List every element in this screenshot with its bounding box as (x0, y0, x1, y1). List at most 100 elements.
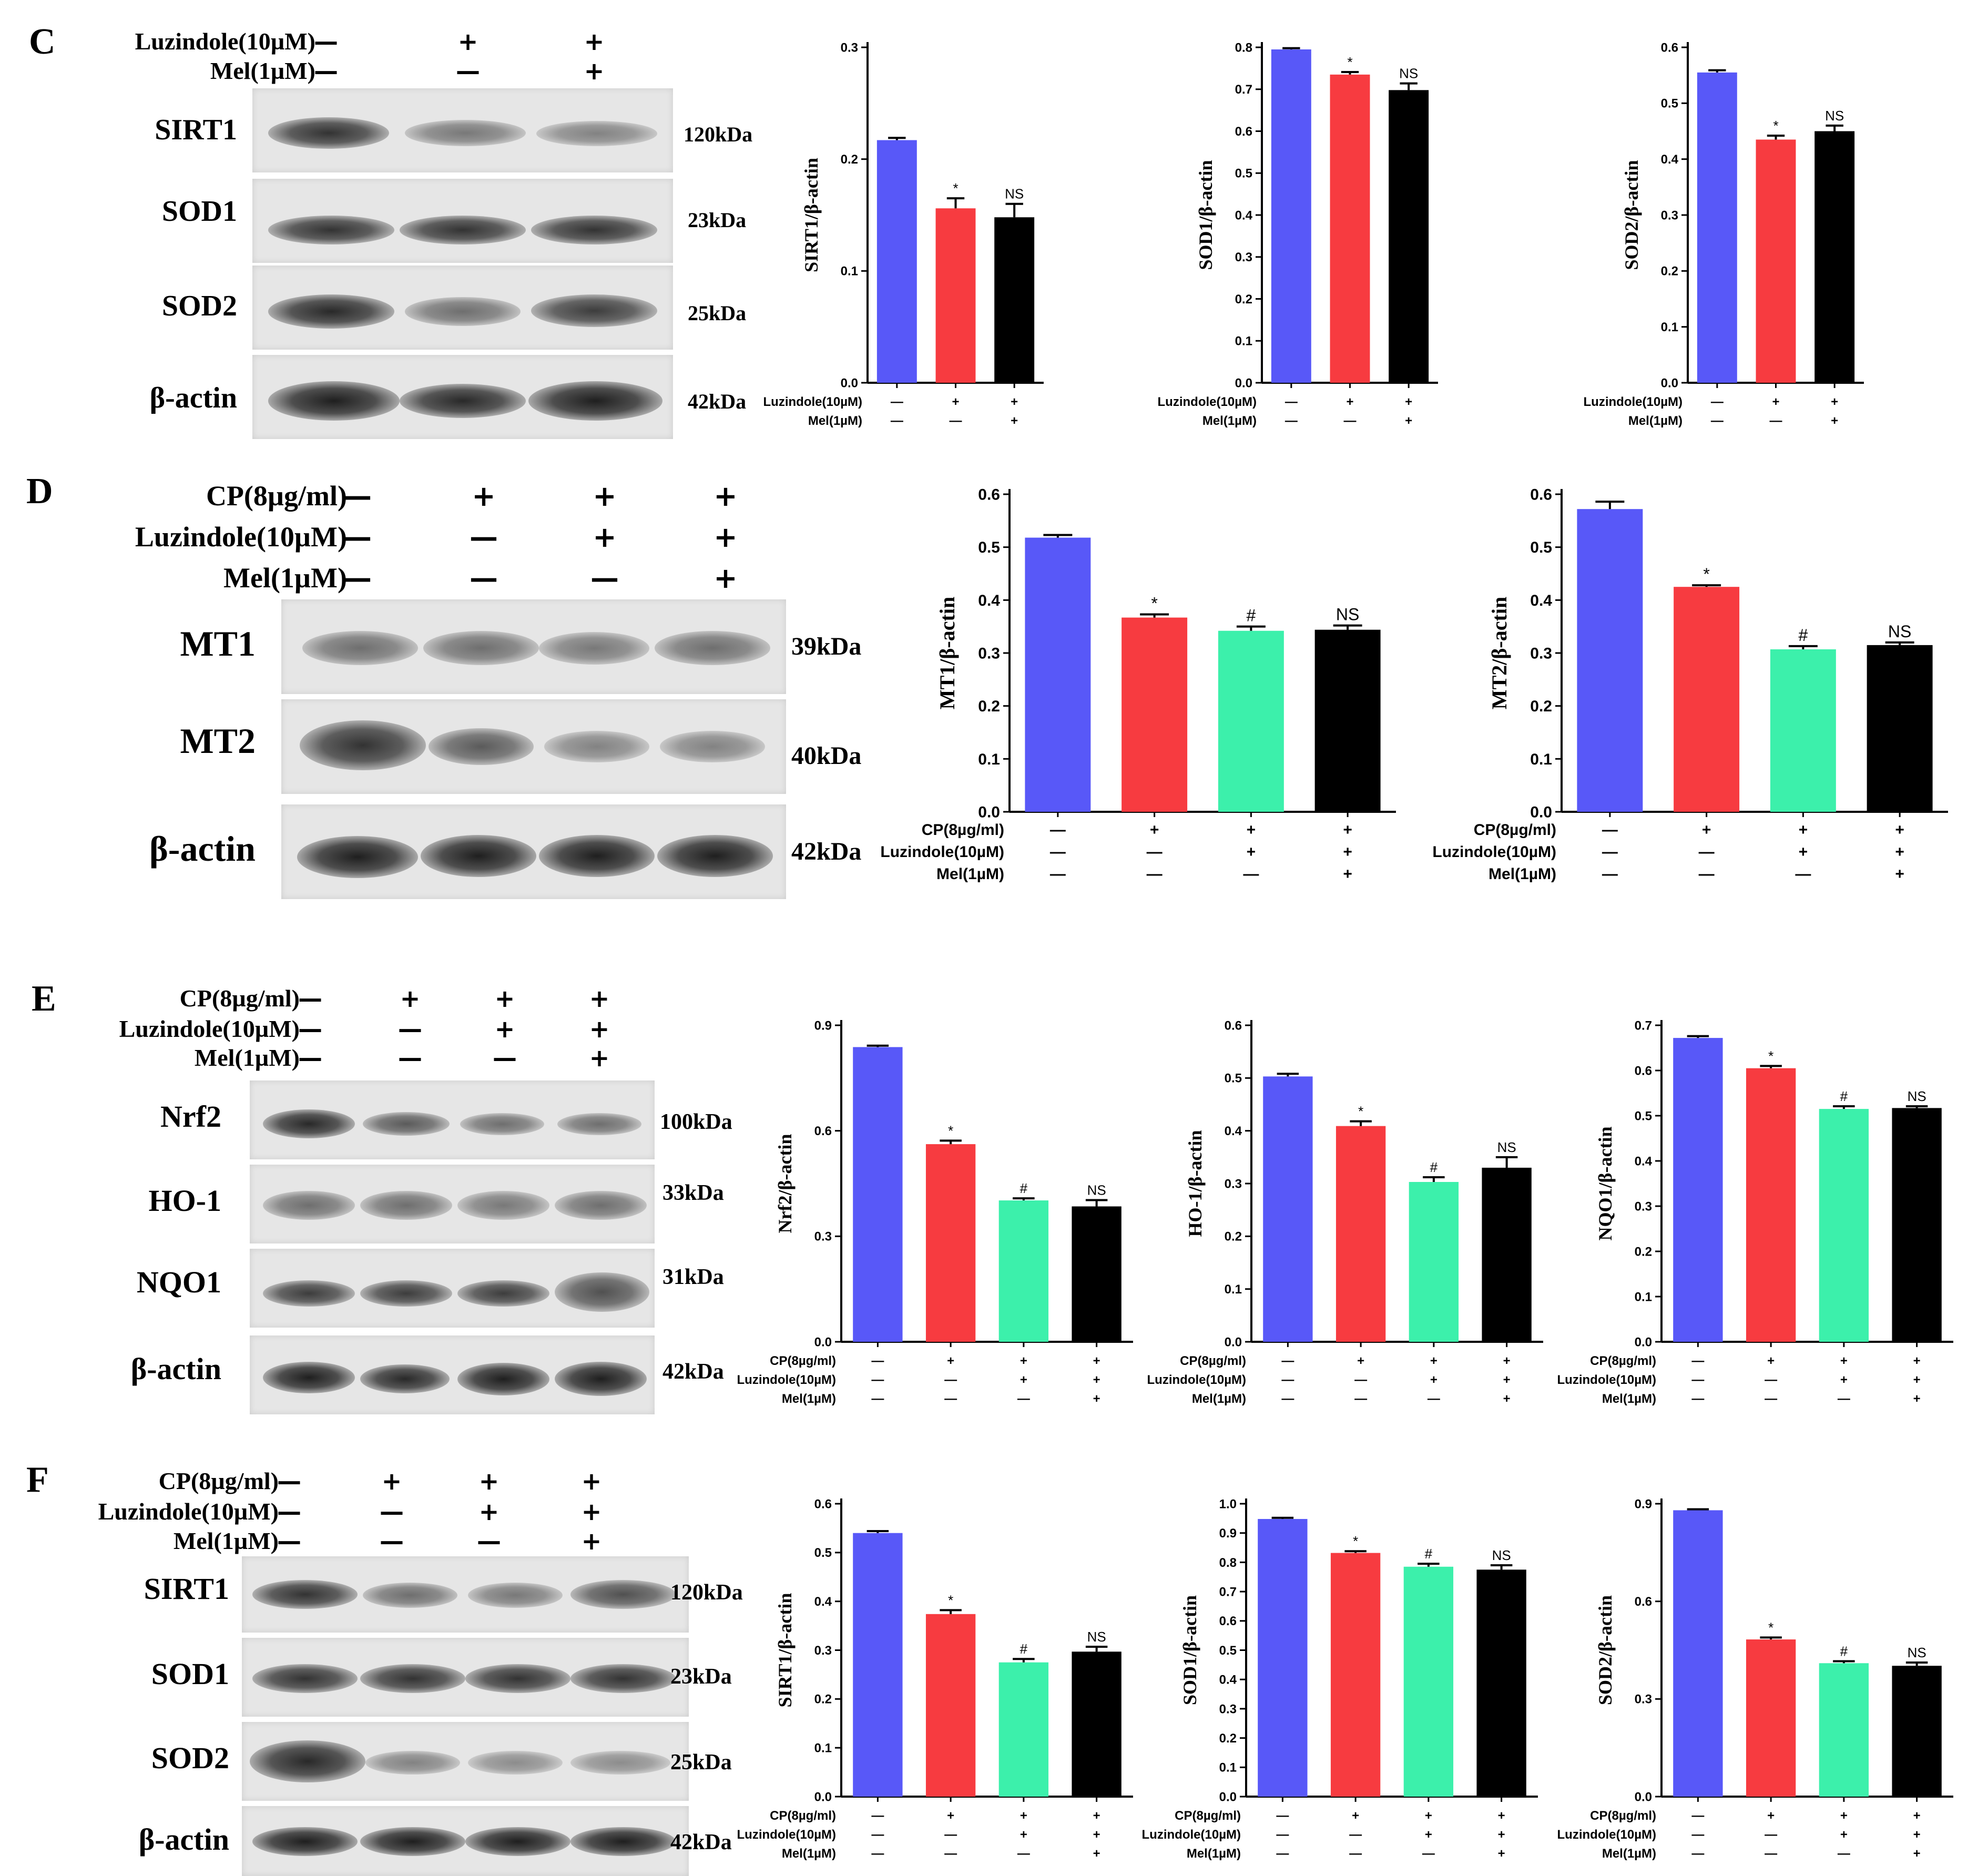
bar (1335, 1126, 1386, 1342)
panel-e: E CP(8µg/ml) — + + + Luzindole(10µM) — —… (0, 946, 1988, 1420)
treatment-label: Luzindole(10µM) (119, 1015, 300, 1042)
bar (994, 217, 1035, 383)
blot-band (302, 631, 418, 665)
blot-band (300, 720, 426, 770)
treatment-symbol: + (581, 1467, 602, 1495)
protein-label: SIRT1 (144, 1572, 229, 1606)
y-tick-label: 0.6 (1225, 1018, 1242, 1033)
treatment-symbol: + (1895, 843, 1904, 861)
treatment-symbol: + (593, 521, 617, 554)
treatment-symbol: + (1831, 414, 1838, 428)
significance-mark: NS (1087, 1182, 1106, 1198)
treatment-symbol: — (298, 984, 322, 1013)
protein-label: HO-1 (148, 1184, 221, 1218)
treatment-symbol: — (398, 1015, 422, 1043)
blot-band (660, 731, 765, 762)
treatment-symbol: + (1702, 821, 1711, 839)
significance-mark: * (948, 1592, 953, 1608)
y-axis-label: SOD2/β-actin (1595, 1595, 1616, 1705)
y-tick-label: 0.0 (814, 1790, 832, 1804)
blot-band (539, 632, 649, 665)
treatment-label: Mel(1µM) (173, 1527, 279, 1554)
y-tick-label: 0.0 (814, 1335, 832, 1349)
protein-label: MT2 (180, 721, 256, 761)
treatment-label: CP(8µg/ml) (179, 985, 300, 1012)
kda-label: 100kDa (660, 1110, 732, 1134)
treatment-label: Luzindole(10µM) (135, 521, 347, 553)
y-tick-label: 0.5 (814, 1546, 832, 1560)
protein-label: SOD2 (161, 290, 237, 322)
y-tick-label: 0.1 (1225, 1282, 1242, 1297)
blot-band (570, 1827, 676, 1856)
treatment-label: Mel(1µM) (808, 414, 862, 428)
treatment-symbol: — (1147, 865, 1163, 883)
treatment-symbol: — (1349, 1847, 1362, 1861)
significance-mark: * (953, 180, 958, 196)
bar (1403, 1566, 1454, 1797)
treatment-symbol: + (1799, 843, 1808, 861)
y-tick-label: 0.2 (978, 698, 1000, 715)
treatment-symbol: — (1691, 1809, 1704, 1823)
protein-label: MT1 (180, 624, 256, 664)
y-tick-label: 0.6 (814, 1124, 832, 1138)
bar (1892, 1108, 1942, 1342)
blot-band (268, 294, 394, 329)
treatment-symbol: + (400, 984, 421, 1013)
significance-mark: * (1151, 594, 1157, 613)
treatment-symbol: — (1349, 1828, 1362, 1842)
treatment-symbol: + (1247, 821, 1256, 839)
bar (1330, 74, 1370, 383)
blot-band (423, 631, 539, 665)
y-tick-label: 0.4 (1661, 152, 1679, 167)
kda-label: 25kDa (670, 1750, 732, 1775)
treatment-row-mel: Mel(1µM) — — + (210, 57, 662, 88)
treatment-symbol: — (891, 414, 903, 428)
treatment-symbol: — (314, 57, 338, 85)
treatment-symbol: — (277, 1497, 301, 1526)
significance-mark: NS (1497, 1139, 1516, 1155)
bar-chart: 0.0 0.1 0.2 0.3 0.4 0.5 0.6 MT2/β-actin * # NS CP(8… (1432, 486, 1948, 883)
bar (1271, 49, 1311, 383)
blot-band (457, 1280, 549, 1307)
bar (1819, 1663, 1869, 1797)
significance-mark: # (1840, 1644, 1848, 1659)
treatment-symbol: — (398, 1044, 422, 1072)
blot-band (400, 384, 526, 418)
treatment-symbol: — (1691, 1354, 1704, 1368)
y-axis-label: HO-1/β-actin (1185, 1130, 1206, 1237)
treatment-symbol: — (380, 1527, 404, 1555)
treatment-symbol: — (1276, 1809, 1289, 1823)
treatment-symbol: — (1691, 1373, 1704, 1387)
bar (1389, 90, 1429, 383)
blot-band (460, 1113, 544, 1135)
significance-mark: # (1798, 626, 1808, 645)
treatment-symbol: — (944, 1392, 957, 1406)
treatment-symbol: + (1913, 1373, 1921, 1387)
bar-chart: 0.0 0.1 0.2 0.3 0.4 0.5 0.6 SOD2/β-actin * NS Luzi… (1584, 40, 1864, 428)
treatment-symbol: + (1247, 843, 1256, 861)
treatment-symbol: — (1285, 414, 1298, 428)
bar (1072, 1206, 1122, 1342)
treatment-symbol: + (1093, 1847, 1100, 1861)
treatment-symbol: + (1503, 1354, 1511, 1368)
y-tick-label: 0.5 (978, 539, 1000, 556)
treatment-symbol: + (457, 27, 478, 56)
treatment-symbol: + (494, 984, 515, 1013)
kda-label: 42kDa (688, 390, 747, 413)
treatment-label: CP(8µg/ml) (1175, 1809, 1241, 1823)
treatment-symbol: + (1425, 1809, 1432, 1823)
bar (935, 208, 976, 383)
bar-chart: 0.0 0.3 0.6 0.9 SOD2/β-actin * # NS CP(8µg/ml) — +… (1557, 1497, 1953, 1861)
treatment-label: Luzindole(10µM) (135, 28, 315, 55)
treatment-row-luzindole: Luzindole(10µM) — — + + (98, 1497, 657, 1529)
y-tick-label: 0.6 (1635, 1595, 1652, 1609)
kda-label: 23kDa (670, 1665, 732, 1689)
blot-band (531, 216, 657, 244)
y-tick-label: 0.8 (1235, 40, 1252, 55)
blot-strip-beta-actin (281, 804, 786, 899)
treatment-symbol: + (1840, 1828, 1848, 1842)
treatment-symbol: + (1011, 395, 1018, 409)
y-tick-label: 0.1 (1635, 1290, 1652, 1304)
treatment-symbol: + (713, 562, 738, 595)
treatment-symbol: + (1352, 1809, 1359, 1823)
